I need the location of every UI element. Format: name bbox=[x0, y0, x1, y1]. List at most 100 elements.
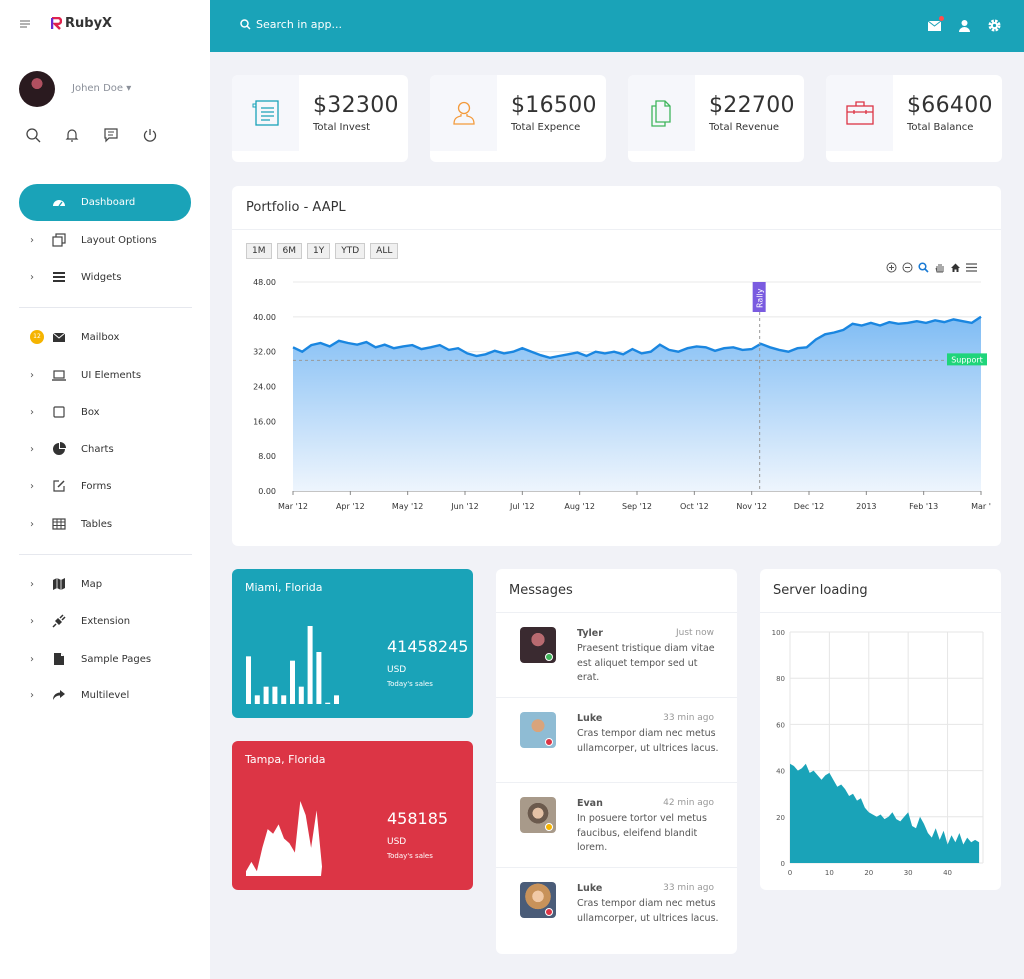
mail-icon[interactable] bbox=[927, 16, 944, 33]
message-item[interactable]: Tyler Just now Praesent tristique diam v… bbox=[496, 613, 737, 698]
x-tick-label: 2013 bbox=[856, 502, 876, 511]
brand-logo[interactable]: RubyX bbox=[51, 16, 112, 31]
support-label-box bbox=[947, 353, 987, 366]
divider bbox=[19, 307, 192, 308]
search-input[interactable]: Search in app... bbox=[240, 18, 342, 31]
magnifier-icon[interactable] bbox=[918, 262, 929, 273]
user-name-dropdown[interactable]: Johen Doe ▾ bbox=[72, 83, 132, 94]
divider bbox=[232, 229, 1001, 230]
sidebar-item-widgets[interactable]: › Widgets bbox=[0, 259, 210, 295]
server-loading-card: Server loading 0 20 40 60 80 100 0 10 20 30 40 bbox=[760, 569, 1001, 890]
power-icon[interactable] bbox=[142, 127, 158, 143]
y-tick-label: 60 bbox=[776, 721, 785, 729]
sidebar-item-dashboard[interactable]: Dashboard bbox=[19, 184, 191, 221]
sidebar-item-mailbox[interactable]: 12 Mailbox bbox=[0, 319, 210, 355]
zoom-out-icon[interactable] bbox=[902, 262, 913, 273]
x-tick-label: 30 bbox=[904, 869, 913, 877]
city-sales-value: 458185 bbox=[387, 809, 449, 828]
avatar[interactable] bbox=[19, 71, 55, 107]
zoom-in-icon[interactable] bbox=[886, 262, 897, 273]
message-time: 33 min ago bbox=[663, 883, 714, 893]
portfolio-chart[interactable]: 0.00 8.00 16.00 24.00 32.00 40.00 48.00 Mar '12… bbox=[232, 271, 1001, 511]
hamburger-menu-icon[interactable] bbox=[966, 262, 977, 273]
stat-value: $32300 bbox=[313, 93, 399, 118]
sidebar-item-sample-pages[interactable]: › Sample Pages bbox=[0, 641, 210, 677]
message-icon[interactable] bbox=[103, 127, 119, 143]
sidebar: RubyX Johen Doe ▾ Dashboard › Layout Opt… bbox=[0, 0, 210, 979]
x-tick-label: 20 bbox=[864, 869, 873, 877]
city-name: Miami, Florida bbox=[245, 581, 323, 594]
stat-card-total-invest: $32300 Total Invest bbox=[232, 75, 408, 162]
y-tick-label: 8.00 bbox=[258, 452, 276, 461]
sidebar-item-charts[interactable]: › Charts bbox=[0, 431, 210, 467]
sidebar-item-layout-options[interactable]: › Layout Options bbox=[0, 222, 210, 258]
pan-hand-icon[interactable] bbox=[934, 262, 945, 273]
y-tick-label: 48.00 bbox=[253, 278, 276, 287]
range-button-all[interactable]: ALL bbox=[370, 243, 399, 259]
sidebar-item-multilevel[interactable]: › Multilevel bbox=[0, 677, 210, 713]
plug-icon bbox=[52, 614, 66, 628]
range-button-1m[interactable]: 1M bbox=[246, 243, 272, 259]
x-tick-label: Mar ' bbox=[971, 502, 991, 511]
bar bbox=[334, 695, 339, 704]
divider bbox=[496, 612, 737, 613]
range-button-6m[interactable]: 6M bbox=[276, 243, 302, 259]
sidebar-item-extension[interactable]: › Extension bbox=[0, 603, 210, 639]
x-tick-label: Feb '13 bbox=[909, 502, 938, 511]
edit-icon bbox=[52, 479, 66, 493]
bell-icon[interactable] bbox=[64, 127, 80, 143]
sidebar-item-tables[interactable]: › Tables bbox=[0, 506, 210, 542]
document-icon bbox=[251, 98, 281, 128]
divider bbox=[760, 612, 1001, 613]
message-item[interactable]: Luke 33 min ago Cras tempor diam nec met… bbox=[496, 868, 737, 953]
sidebar-item-forms[interactable]: › Forms bbox=[0, 468, 210, 504]
home-icon[interactable] bbox=[950, 262, 961, 273]
user-icon[interactable] bbox=[957, 18, 972, 33]
area-fill bbox=[293, 316, 981, 491]
stat-value: $22700 bbox=[709, 93, 795, 118]
layout-icon bbox=[52, 233, 66, 247]
tampa-sales-chart bbox=[246, 801, 322, 876]
city-card-tampa: Tampa, Florida 458185 USD Today's sales bbox=[232, 741, 473, 890]
stat-label: Total Expence bbox=[511, 122, 581, 133]
message-item[interactable]: Evan 42 min ago In posuere tortor vel me… bbox=[496, 783, 737, 868]
search-icon[interactable] bbox=[25, 127, 41, 143]
brand-name: RubyX bbox=[65, 16, 113, 31]
x-tick-label: 40 bbox=[943, 869, 952, 877]
chevron-right-icon: › bbox=[30, 443, 34, 455]
x-tick-label: 10 bbox=[825, 869, 834, 877]
sidebar-item-label: Box bbox=[81, 406, 100, 418]
y-tick-label: 80 bbox=[776, 675, 785, 683]
sidebar-item-label: Map bbox=[81, 578, 103, 590]
stat-card-total-revenue: $22700 Total Revenue bbox=[628, 75, 804, 162]
sidebar-item-label: Widgets bbox=[81, 271, 122, 283]
series-line bbox=[292, 315, 982, 360]
bar bbox=[298, 686, 304, 704]
sidebar-item-map[interactable]: › Map bbox=[0, 566, 210, 602]
x-tick-label: Oct '12 bbox=[680, 502, 709, 511]
range-button-1y[interactable]: 1Y bbox=[307, 243, 331, 259]
bar bbox=[281, 695, 287, 704]
chevron-right-icon: › bbox=[30, 234, 34, 246]
stat-value: $16500 bbox=[511, 93, 597, 118]
chevron-right-icon: › bbox=[30, 271, 34, 283]
stat-label: Total Balance bbox=[907, 122, 974, 133]
sidebar-item-label: Forms bbox=[81, 480, 112, 492]
x-tick-label: Sep '12 bbox=[622, 502, 652, 511]
menu-icon[interactable] bbox=[19, 19, 31, 29]
messages-card: Messages Tyler Just now Praesent tristiq… bbox=[496, 569, 737, 954]
sidebar-item-label: Charts bbox=[81, 443, 114, 455]
gear-icon[interactable] bbox=[987, 18, 1002, 33]
sidebar-item-label: UI Elements bbox=[81, 369, 142, 381]
message-sender: Luke bbox=[577, 883, 603, 894]
y-tick-label: 40 bbox=[776, 768, 785, 776]
status-dot bbox=[545, 908, 553, 916]
message-time: Just now bbox=[675, 628, 714, 638]
chevron-right-icon: › bbox=[30, 578, 34, 590]
sidebar-item-box[interactable]: › Box bbox=[0, 394, 210, 430]
range-button-ytd[interactable]: YTD bbox=[335, 243, 366, 259]
stat-label: Total Invest bbox=[313, 122, 371, 133]
message-item[interactable]: Luke 33 min ago Cras tempor diam nec met… bbox=[496, 698, 737, 783]
message-sender: Luke bbox=[577, 713, 603, 724]
sidebar-item-ui-elements[interactable]: › UI Elements bbox=[0, 357, 210, 393]
